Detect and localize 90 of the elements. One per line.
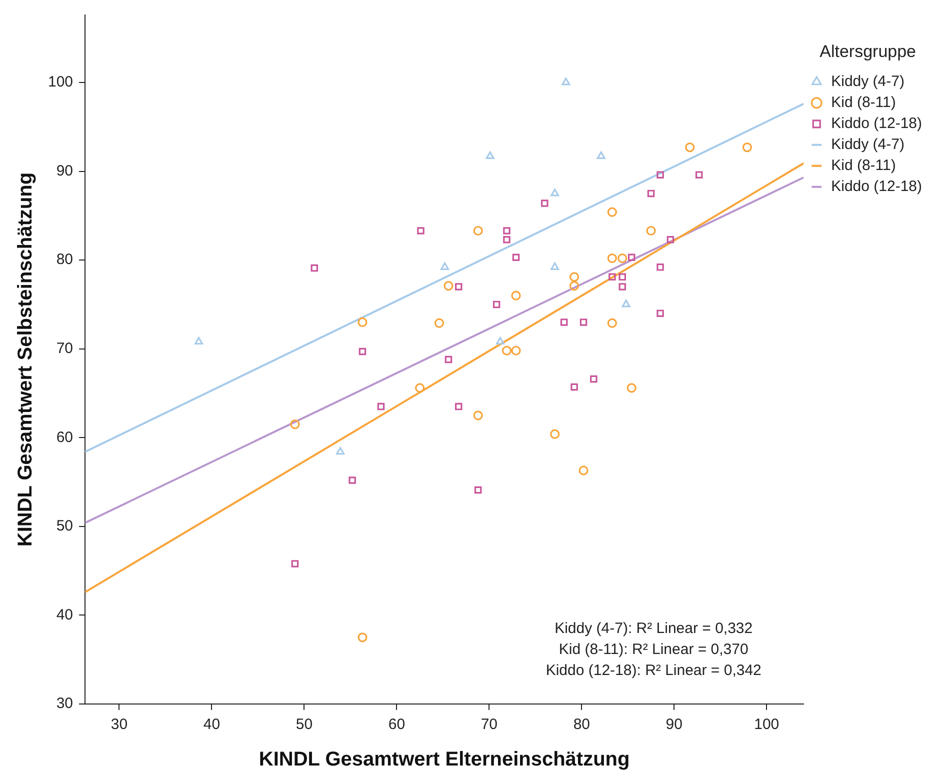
y-tick-label: 60 (56, 428, 74, 446)
point (511, 346, 521, 356)
point (512, 254, 520, 262)
point (474, 486, 482, 494)
point (626, 383, 636, 393)
x-tick-label: 60 (388, 716, 406, 734)
point (607, 318, 617, 328)
point (647, 190, 655, 198)
point (473, 226, 483, 236)
point (444, 281, 454, 291)
point (666, 236, 674, 244)
point (502, 346, 512, 356)
point (492, 300, 500, 308)
point (570, 383, 578, 391)
x-tick-label: 80 (573, 716, 590, 734)
point (656, 171, 664, 178)
point (550, 188, 560, 196)
point (569, 281, 580, 291)
y-tick-label: 90 (56, 162, 74, 180)
point (348, 476, 356, 484)
point (511, 290, 521, 300)
point (496, 336, 505, 345)
point (550, 262, 560, 270)
point (310, 264, 318, 272)
point (291, 560, 299, 568)
annotation: Kiddy (4-7): R² Linear = 0,332 (554, 620, 753, 638)
point (656, 310, 664, 317)
point (290, 420, 300, 430)
point (607, 253, 617, 264)
legend-label: Kid (8-11) (831, 94, 896, 112)
point (550, 429, 560, 439)
point (618, 283, 626, 290)
legend-label: Kiddo (12-18) (831, 115, 922, 132)
point (455, 402, 462, 410)
point (578, 466, 588, 476)
y-tick-label: 100 (48, 74, 74, 91)
y-axis-title: KINDL Gesamtwert Selbsteinschätzung (14, 172, 37, 547)
annotation: Kiddo (12-18): R² Linear = 0,342 (546, 662, 762, 680)
point (596, 151, 606, 159)
y-tick-label: 80 (56, 251, 74, 268)
point (580, 318, 588, 326)
x-axis-title: KINDL Gesamtwert Elterneinschätzung (258, 748, 630, 771)
legend-label: Kiddy (4-7) (831, 73, 904, 90)
point (358, 317, 368, 328)
point (358, 348, 366, 356)
point (590, 375, 598, 383)
point (608, 273, 616, 281)
point (503, 227, 510, 234)
point (194, 336, 204, 345)
legend-title: Altersgruppe (820, 42, 916, 62)
y-tick-label: 70 (56, 340, 74, 357)
point (685, 142, 695, 152)
point (618, 253, 628, 264)
point (434, 318, 444, 328)
x-tick-label: 100 (754, 716, 780, 734)
x-tick-label: 90 (666, 716, 682, 734)
point (455, 283, 462, 290)
point (417, 227, 424, 234)
point (440, 262, 450, 270)
point (607, 207, 617, 217)
y-tick-label: 50 (56, 518, 74, 535)
x-tick-label: 50 (296, 716, 313, 734)
annotation: Kid (8-11): R² Linear = 0,370 (558, 641, 748, 658)
point (628, 254, 636, 262)
y-tick-label: 30 (56, 695, 74, 712)
point (562, 78, 570, 86)
point (618, 273, 626, 281)
point (656, 264, 664, 271)
point (742, 142, 752, 152)
point (377, 402, 385, 410)
point (358, 632, 368, 642)
point (622, 300, 630, 308)
x-tick-label: 40 (203, 716, 220, 734)
legend-label: Kiddo (12-18) (831, 178, 922, 196)
point (541, 200, 548, 207)
point (415, 383, 425, 393)
point (646, 226, 656, 236)
point (560, 318, 568, 326)
y-tick-label: 40 (56, 606, 74, 624)
point (569, 272, 580, 282)
legend-label: Kid (8-11) (831, 157, 896, 174)
point (486, 151, 494, 159)
point (473, 410, 483, 420)
point (336, 447, 345, 455)
point (444, 356, 452, 364)
x-tick-label: 70 (480, 716, 498, 734)
point (695, 171, 703, 178)
legend-label: Kiddy (4-7) (831, 136, 904, 154)
x-tick-label: 30 (110, 716, 128, 734)
point (503, 236, 510, 244)
